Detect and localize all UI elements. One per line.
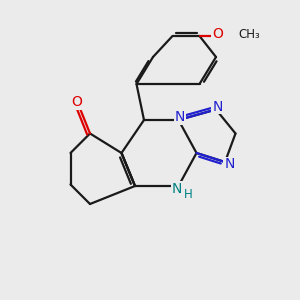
Text: N: N: [224, 158, 235, 171]
Text: H: H: [184, 188, 193, 201]
Text: N: N: [175, 110, 185, 124]
Text: O: O: [212, 28, 223, 41]
Text: N: N: [172, 182, 182, 196]
Text: N: N: [212, 100, 223, 113]
Text: O: O: [71, 95, 82, 109]
Text: CH₃: CH₃: [238, 28, 260, 41]
